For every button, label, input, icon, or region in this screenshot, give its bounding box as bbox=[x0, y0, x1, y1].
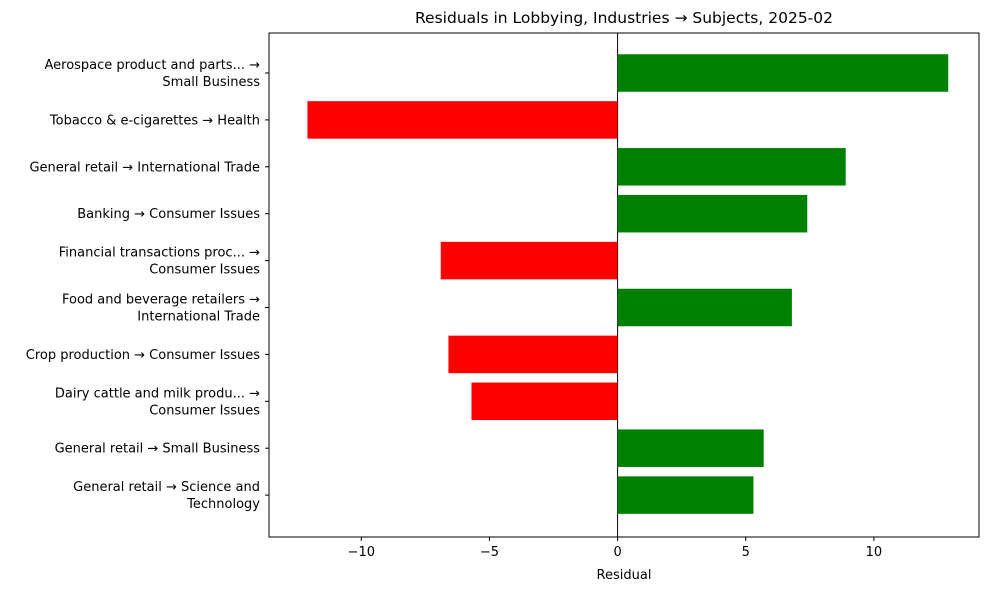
y-tick-label: General retail → Science and Technology bbox=[73, 480, 260, 512]
bar bbox=[617, 54, 949, 92]
chart-title: Residuals in Lobbying, Industries → Subj… bbox=[415, 9, 833, 27]
plot-frame bbox=[268, 32, 980, 538]
bar bbox=[471, 382, 618, 421]
bar bbox=[307, 101, 618, 139]
y-tick-labels: Aerospace product and parts... → Small Bu… bbox=[26, 58, 269, 512]
y-tick-label: General retail → International Trade bbox=[29, 160, 260, 175]
y-tick-label: Aerospace product and parts... → Small Bu… bbox=[44, 58, 260, 90]
bar bbox=[448, 335, 618, 374]
y-tick-label: Food and beverage retailers → Internation… bbox=[62, 293, 260, 325]
y-tick-label: General retail → Small Business bbox=[55, 442, 261, 457]
x-axis-label: Residual bbox=[597, 568, 652, 583]
bar bbox=[440, 241, 618, 280]
bar bbox=[617, 288, 792, 327]
x-axis: −10 −5 0 5 10 bbox=[348, 537, 883, 560]
x-tick-label: 0 bbox=[613, 545, 621, 560]
x-tick-label: −10 bbox=[348, 545, 375, 560]
bar bbox=[617, 148, 846, 186]
y-tick-label: Crop production → Consumer Issues bbox=[26, 348, 260, 363]
bars bbox=[307, 54, 949, 514]
y-tick-label: Banking → Consumer Issues bbox=[77, 207, 260, 222]
y-tick-label: Dairy cattle and milk produ... → Consumer… bbox=[55, 386, 260, 418]
x-tick-label: −5 bbox=[480, 545, 499, 560]
bar bbox=[617, 194, 808, 233]
bar bbox=[617, 429, 764, 467]
y-tick-label: Tobacco & e-cigarettes → Health bbox=[49, 113, 260, 128]
x-tick-label: 5 bbox=[742, 545, 750, 560]
x-tick-label: 10 bbox=[866, 545, 883, 560]
bar bbox=[617, 476, 754, 514]
y-tick-label: Financial transactions proc... → Consumer… bbox=[59, 246, 260, 278]
